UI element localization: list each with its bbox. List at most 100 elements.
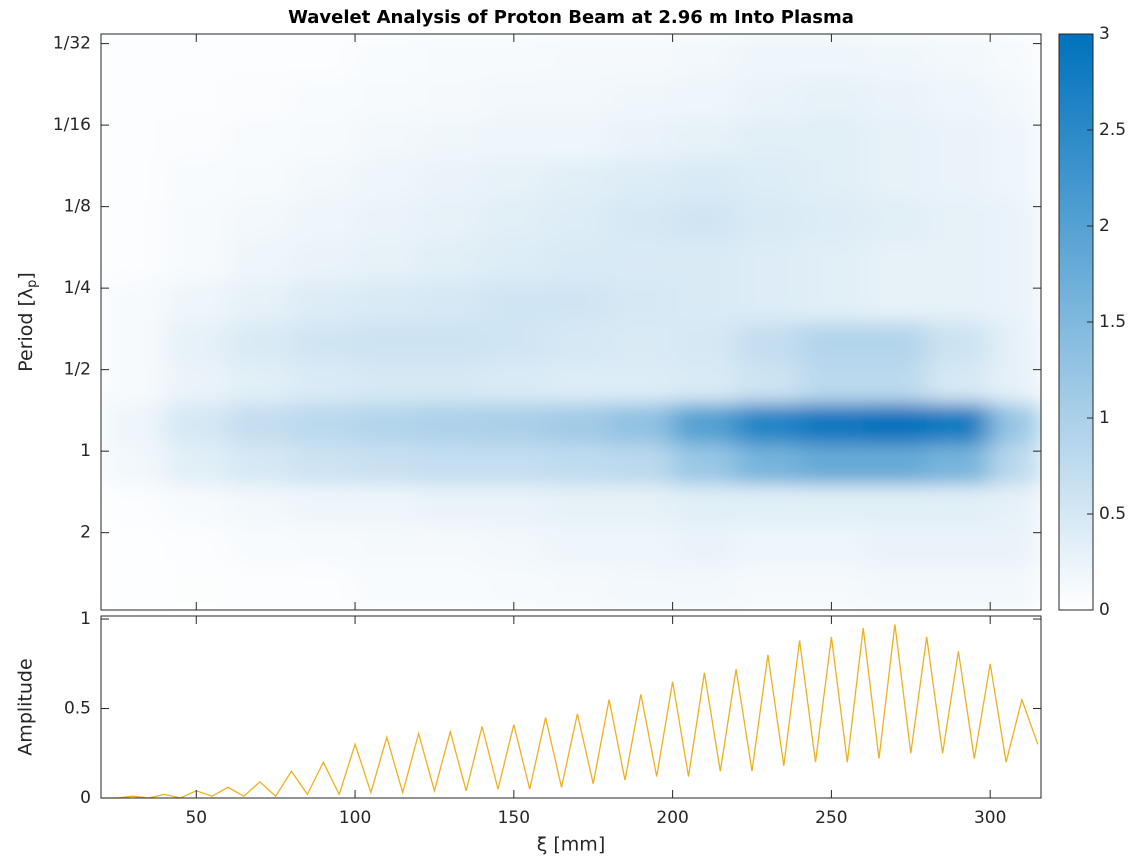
heatmap-cell: [863, 322, 928, 364]
heatmap-cell: [736, 78, 801, 119]
heatmap-cell: [418, 566, 483, 610]
heatmap-cell: [736, 526, 801, 568]
heatmap-cell: [228, 566, 293, 610]
heatmap-cell: [482, 362, 547, 405]
chart-title: Wavelet Analysis of Proton Beam at 2.96 …: [288, 7, 854, 28]
x-tick-label: 50: [185, 808, 207, 828]
y-tick-label: 1: [80, 441, 91, 461]
heatmap-cell: [355, 566, 420, 610]
heatmap-cell: [291, 281, 356, 323]
heatmap-cell: [990, 199, 1041, 242]
heatmap-cell: [164, 240, 229, 282]
y-label-sub: p: [25, 280, 40, 288]
heatmap-cell: [799, 118, 864, 161]
heatmap-cell: [545, 78, 610, 119]
heatmap-cell: [545, 444, 610, 486]
heatmap-cell: [291, 362, 356, 405]
heatmap-cell: [672, 159, 737, 201]
heatmap-cell: [482, 159, 547, 201]
heatmap-cell: [101, 159, 166, 201]
axes-frame: [100, 615, 1042, 799]
heatmap-cell: [101, 403, 166, 445]
signal-line: [101, 624, 1039, 799]
heatmap-cell: [863, 485, 928, 527]
heatmap-cell: [672, 362, 737, 405]
heatmap-cell: [101, 526, 166, 568]
heatmap-cell: [482, 240, 547, 282]
heatmap-cell: [291, 159, 356, 201]
heatmap-cell: [609, 362, 674, 405]
heatmap-cell: [672, 322, 737, 364]
heatmap-cell: [355, 240, 420, 282]
heatmap-cell: [863, 159, 928, 201]
heatmap-cell: [291, 526, 356, 568]
heatmap-cell: [672, 199, 737, 242]
heatmap-cell: [863, 199, 928, 242]
heatmap-cell: [736, 444, 801, 486]
heatmap-cell: [609, 526, 674, 568]
colorbar-tick-label: 0.5: [1099, 504, 1126, 524]
heatmap-cell: [609, 403, 674, 445]
heatmap-cell: [101, 78, 166, 119]
heatmap-cell: [418, 526, 483, 568]
heatmap-cell: [418, 362, 483, 405]
heatmap-cell: [164, 485, 229, 527]
heatmap-cell: [355, 362, 420, 405]
heatmap-cell: [799, 240, 864, 282]
colorbar-tick-label: 1.5: [1099, 312, 1126, 332]
heatmap-cell: [291, 322, 356, 364]
heatmap-cell: [101, 485, 166, 527]
heatmap-cell: [990, 159, 1041, 201]
heatmap-cell: [736, 240, 801, 282]
heatmap-cell: [672, 403, 737, 445]
heatmap-cell: [863, 444, 928, 486]
heatmap-cell: [736, 485, 801, 527]
heatmap-cell: [545, 199, 610, 242]
heatmap-cell: [926, 118, 991, 161]
heatmap-cell: [736, 322, 801, 364]
heatmap-cell: [926, 240, 991, 282]
y-tick-label: 1: [80, 609, 91, 629]
axes-frame: [100, 33, 1042, 611]
heatmap-cell: [990, 240, 1041, 282]
heatmap-cell: [228, 322, 293, 364]
heatmap-cell: [609, 118, 674, 161]
heatmap-cell: [926, 34, 991, 79]
heatmap-cell: [164, 403, 229, 445]
heatmap-cell: [228, 485, 293, 527]
heatmap-cell: [926, 281, 991, 323]
heatmap-cell: [101, 322, 166, 364]
heatmap-cell: [101, 199, 166, 242]
heatmap-cell: [609, 322, 674, 364]
heatmap-cell: [545, 159, 610, 201]
heatmap-cell: [101, 34, 166, 79]
y-axis-label: Period [λp]: [15, 272, 40, 372]
heatmap-cell: [228, 403, 293, 445]
heatmap-cell: [990, 444, 1041, 486]
heatmap-cell: [990, 526, 1041, 568]
heatmap-cell: [418, 240, 483, 282]
heatmap-cell: [291, 566, 356, 610]
heatmap-cell: [926, 444, 991, 486]
heatmap-cell: [355, 281, 420, 323]
y-axis-label: Amplitude: [15, 658, 37, 755]
heatmap-cell: [609, 281, 674, 323]
heatmap-cell: [672, 485, 737, 527]
heatmap-cell: [164, 322, 229, 364]
y-tick-label: 1/4: [64, 278, 91, 298]
heatmap-cell: [863, 403, 928, 445]
heatmap-cell: [228, 159, 293, 201]
colorbar-tick-label: 0: [1099, 600, 1110, 620]
heatmap-cell: [418, 444, 483, 486]
colorbar-tick-label: 1: [1099, 408, 1110, 428]
y-tick-label: 2: [80, 523, 91, 543]
heatmap-cell: [101, 118, 166, 161]
heatmap-cell: [799, 485, 864, 527]
y-tick-label: 0.5: [64, 699, 91, 719]
heatmap-cell: [418, 281, 483, 323]
heatmap-cell: [101, 444, 166, 486]
heatmap-cell: [545, 485, 610, 527]
heatmap-cell: [164, 199, 229, 242]
